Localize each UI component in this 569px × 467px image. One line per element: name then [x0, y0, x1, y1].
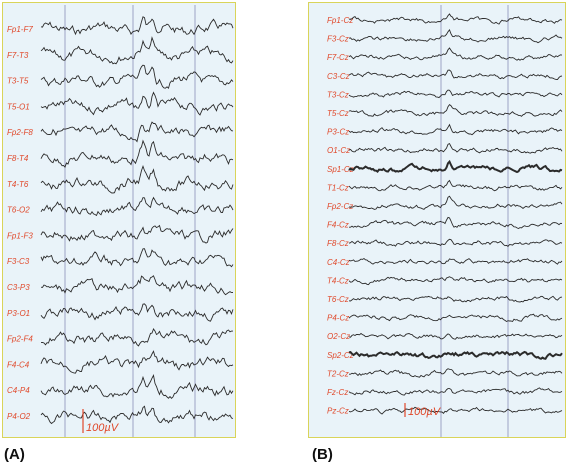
channel-label: T4-T6 [7, 180, 29, 189]
eeg-trace [40, 303, 234, 322]
channel-label: C4-Cz [327, 258, 350, 267]
eeg-trace [348, 313, 563, 323]
channel-label: Fp2-F8 [7, 128, 33, 137]
eeg-trace [40, 328, 233, 347]
channel-label: F8-Cz [327, 239, 349, 248]
channel-label: T3-Cz [327, 90, 349, 99]
eeg-trace [40, 374, 234, 399]
eeg-trace [348, 179, 563, 192]
eeg-trace [40, 121, 234, 143]
channel-label: Fp1-F3 [7, 231, 33, 240]
eeg-trace [40, 196, 234, 217]
scale-label: 100µV [408, 406, 442, 418]
channel-label: T1-Cz [327, 183, 349, 192]
scale-label: 100µV [86, 422, 120, 434]
channel-label: O2-Cz [327, 332, 350, 341]
eeg-traces-b: Fp1-Cz F3-Cz F7-Cz C3-Cz T3-Cz T5-Cz P3-Cz O1-C… [327, 5, 563, 437]
channel-label: Fp1-F7 [7, 25, 33, 34]
channel-label: T4-Cz [327, 276, 349, 285]
eeg-traces-a: Fp1-F7 F7-T3 T3-T5 T5-O1 Fp2-F8 F8-T4 T4-T6 T6-… [7, 5, 234, 437]
eeg-trace [348, 332, 563, 340]
eeg-trace [348, 295, 563, 303]
eeg-trace [40, 405, 234, 425]
eeg-trace [348, 195, 563, 210]
eeg-trace [348, 143, 563, 154]
eeg-trace [348, 387, 563, 396]
panel-label-a: (A) [4, 446, 25, 463]
channel-label: O1-Cz [327, 146, 350, 155]
eeg-trace [40, 224, 234, 244]
channel-label: T5-O1 [7, 102, 30, 111]
channel-label: F4-Cz [327, 221, 349, 230]
eeg-trace [40, 64, 234, 90]
channel-label: C3-Cz [327, 72, 350, 81]
eeg-trace [348, 350, 563, 360]
channel-label: Fp2-F4 [7, 335, 33, 344]
channel-label: Fp2-Cz [327, 202, 353, 211]
channel-label: P3-O1 [7, 309, 30, 318]
channel-label: F3-Cz [327, 35, 349, 44]
channel-label: Sp2-Cz [327, 351, 354, 360]
eeg-trace [40, 16, 234, 36]
channel-label: Fp1-Cz [327, 16, 353, 25]
eeg-trace [40, 350, 234, 374]
eeg-panel-a: Fp1-F7 F7-T3 T3-T5 T5-O1 Fp2-F8 F8-T4 T4-T6 T6-… [2, 2, 236, 438]
eeg-panel-b: Fp1-Cz F3-Cz F7-Cz C3-Cz T3-Cz T5-Cz P3-Cz O1-C… [308, 2, 566, 438]
eeg-trace [349, 216, 563, 230]
channel-label: Sp1-Cz [327, 165, 354, 174]
channel-label: P3-Cz [327, 128, 349, 137]
channel-label: F8-T4 [7, 154, 29, 163]
eeg-trace [348, 257, 563, 265]
eeg-trace [40, 91, 234, 116]
channel-label: P4-O2 [7, 412, 31, 421]
eeg-trace [348, 406, 563, 415]
eeg-trace [40, 248, 234, 268]
channel-label: Pz-Cz [327, 407, 349, 416]
eeg-trace [40, 36, 234, 65]
eeg-trace [348, 47, 563, 61]
eeg-trace [348, 276, 563, 286]
channel-label: C4-P4 [7, 386, 30, 395]
channel-label: T5-Cz [327, 109, 349, 118]
channel-label: F7-Cz [327, 53, 349, 62]
eeg-trace [349, 368, 563, 378]
eeg-trace [40, 275, 234, 296]
channel-label: C3-P3 [7, 283, 30, 292]
eeg-trace [348, 69, 563, 80]
channel-label: T2-Cz [327, 369, 349, 378]
channel-label: Fz-Cz [327, 388, 348, 397]
channel-label: T6-Cz [327, 295, 349, 304]
eeg-trace [348, 29, 563, 44]
channel-label: F4-C4 [7, 360, 30, 369]
eeg-trace [348, 89, 563, 99]
eeg-trace [348, 123, 563, 136]
channel-label: T3-T5 [7, 77, 29, 86]
channel-label: P4-Cz [327, 314, 349, 323]
eeg-trace [348, 13, 563, 25]
panel-label-b: (B) [312, 446, 333, 463]
eeg-trace [40, 164, 234, 194]
channel-label: F3-C3 [7, 257, 30, 266]
eeg-trace [40, 139, 234, 168]
eeg-trace [348, 159, 563, 174]
channel-label: T6-O2 [7, 206, 30, 215]
channel-label: F7-T3 [7, 51, 29, 60]
eeg-trace [348, 103, 563, 117]
eeg-trace [348, 238, 563, 247]
